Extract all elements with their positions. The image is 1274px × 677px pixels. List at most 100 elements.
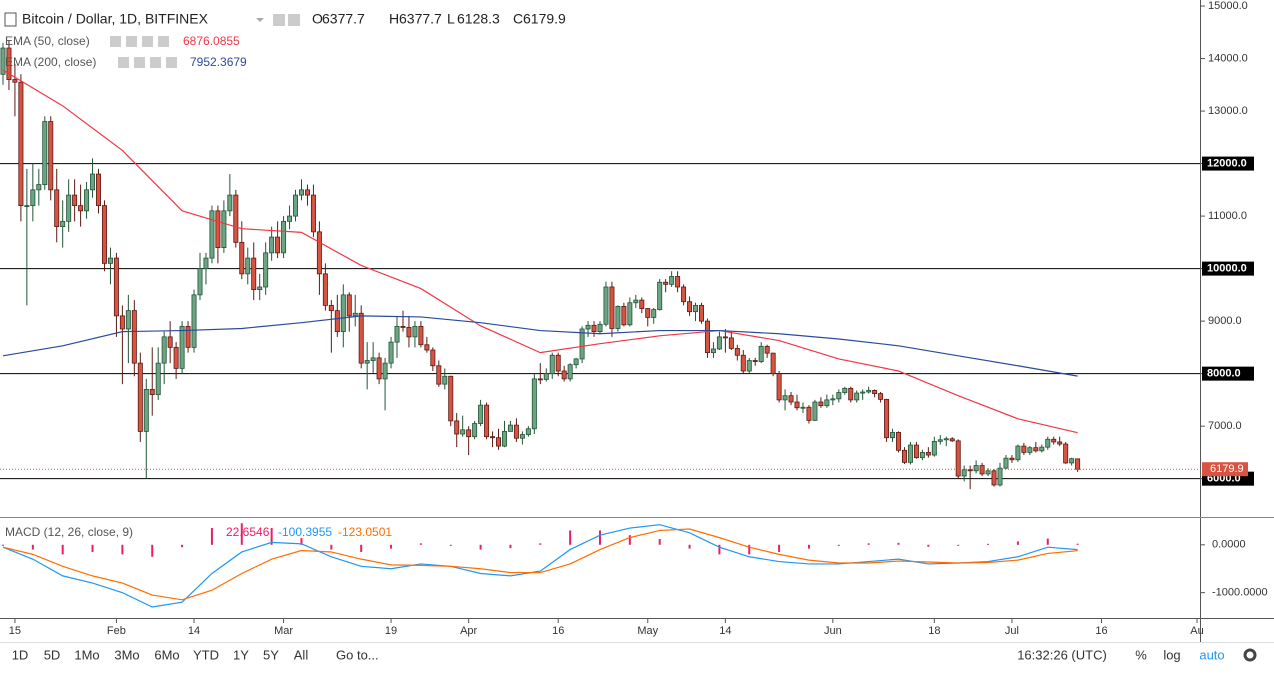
candle-body	[812, 401, 818, 421]
candle-body	[304, 189, 310, 196]
candle-body	[430, 349, 436, 367]
candle-body	[782, 395, 788, 401]
histogram-bar	[61, 544, 64, 555]
level-badge	[1202, 156, 1254, 171]
range-button[interactable]: 5Y	[263, 647, 279, 662]
scale-option[interactable]: log	[1163, 647, 1180, 662]
y-tick-label: -1000.0000	[1212, 587, 1268, 599]
candle-body	[239, 241, 245, 275]
settings-icon[interactable]	[118, 57, 129, 68]
toolbar: 1D 5D 1Mo 3Mo 6Mo YTD 1Y 5Y All Go to... 16:32:26 …	[12, 647, 1257, 662]
goto-button[interactable]: Go to...	[336, 647, 379, 662]
candle-body	[275, 236, 281, 254]
candle-body	[60, 220, 66, 227]
candle-body	[149, 388, 155, 396]
candle-body	[567, 364, 573, 380]
candle-body	[806, 406, 812, 421]
candle-body	[537, 378, 543, 381]
settings-icon[interactable]	[166, 57, 177, 68]
candle-body	[6, 47, 12, 80]
settings-icon[interactable]	[158, 36, 169, 47]
candle-body	[72, 194, 78, 206]
range-button[interactable]: 3Mo	[114, 647, 139, 662]
candle-body	[651, 309, 657, 318]
dropdown-icon[interactable]	[256, 18, 264, 22]
candle-body	[1009, 457, 1015, 461]
x-tick-label: Feb	[107, 625, 126, 637]
histogram-bar	[91, 544, 94, 552]
legend-value: 7952.3679	[190, 55, 247, 69]
settings-icon[interactable]	[288, 14, 300, 26]
y-tick-label: 9000.0	[1208, 315, 1242, 327]
level-badge	[1202, 366, 1254, 381]
histogram-bar	[897, 542, 900, 545]
candle-body	[645, 308, 651, 318]
histogram-bar	[1, 544, 4, 546]
candle-body	[913, 444, 919, 459]
ohlc-value: 6128.3	[457, 11, 500, 27]
candle-body	[472, 423, 478, 438]
candle-body	[1075, 458, 1081, 470]
x-tick-label: 14	[188, 625, 200, 637]
candle-body	[370, 357, 376, 361]
candle-body	[394, 325, 400, 343]
range-button[interactable]: All	[294, 647, 309, 662]
candle-body	[161, 336, 167, 364]
level-badge	[1202, 261, 1254, 276]
settings-icon[interactable]	[142, 36, 153, 47]
candle-body	[663, 281, 669, 285]
settings-icon[interactable]	[273, 14, 285, 26]
x-tick-label: 14	[719, 625, 731, 637]
candle-body	[878, 393, 884, 400]
candle-body	[609, 286, 615, 329]
range-button[interactable]: 6Mo	[154, 647, 179, 662]
candle-body	[454, 420, 460, 435]
candle-body	[896, 432, 901, 451]
settings-icon[interactable]	[126, 36, 137, 47]
histogram-bar	[419, 543, 422, 545]
range-button[interactable]: YTD	[193, 647, 219, 662]
candle-body	[788, 395, 794, 403]
x-tick-label: Au	[1190, 625, 1203, 637]
x-tick-label: 19	[385, 625, 397, 637]
settings-icon[interactable]	[110, 36, 121, 47]
histogram-bar	[778, 544, 781, 552]
ohlc-key: O	[312, 11, 323, 27]
range-button[interactable]: 1Y	[233, 647, 249, 662]
collapse-icon[interactable]	[4, 12, 17, 27]
range-button[interactable]: 5D	[44, 647, 61, 662]
range-button[interactable]: 1Mo	[74, 647, 99, 662]
settings-icon[interactable]	[134, 57, 145, 68]
candle-body	[1039, 446, 1045, 452]
candle-body	[484, 404, 490, 438]
candle-body	[758, 345, 764, 362]
candle-body	[119, 315, 125, 330]
candle-body	[955, 440, 961, 477]
candle-body	[24, 205, 30, 207]
clock: 16:32:26 (UTC)	[1017, 647, 1107, 662]
scale-option[interactable]: %	[1135, 647, 1147, 662]
candle-body	[836, 392, 842, 400]
candle-body	[854, 392, 860, 401]
candle-body	[770, 352, 776, 375]
plot-area: 6000.07000.08000.09000.010000.011000.012…	[0, 0, 1268, 637]
histogram-bar	[390, 544, 393, 549]
candle-body	[621, 306, 627, 326]
candle-body	[143, 388, 149, 432]
candle-body	[699, 304, 704, 322]
settings-gear[interactable]	[1243, 648, 1257, 662]
candle-body	[18, 81, 24, 206]
scale-option[interactable]: auto	[1199, 647, 1224, 662]
candle-body	[490, 436, 496, 439]
y-tick-label: 0.0000	[1212, 539, 1246, 551]
ohlc-key: H	[389, 11, 399, 27]
candle-body	[669, 276, 675, 285]
settings-icon[interactable]	[150, 57, 161, 68]
range-button[interactable]: 1D	[12, 647, 29, 662]
macd-line	[2, 524, 1078, 608]
histogram-bar	[987, 543, 990, 545]
candle-body	[191, 294, 197, 348]
chart-title: Bitcoin / Dollar, 1D, BITFINEX	[22, 11, 209, 27]
histogram-bar	[210, 528, 213, 545]
